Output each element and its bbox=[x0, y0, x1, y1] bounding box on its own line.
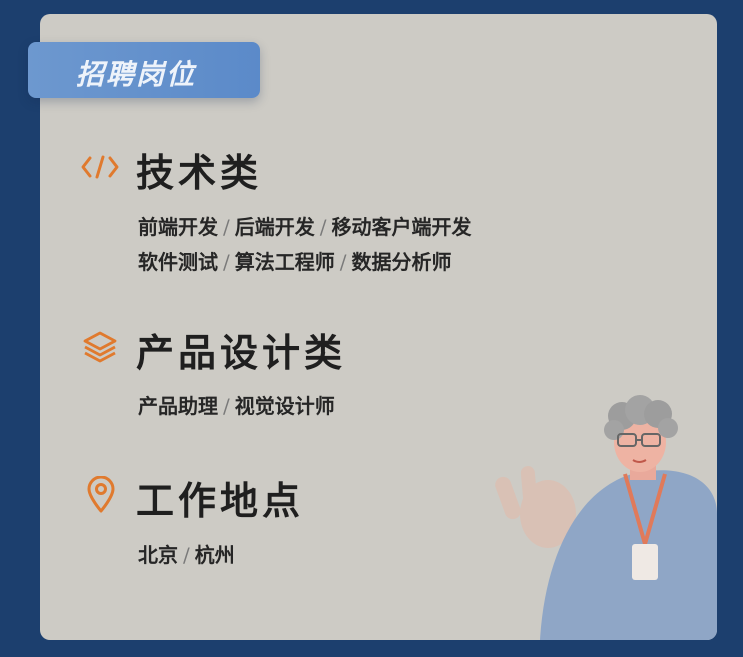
person-illustration bbox=[495, 395, 717, 640]
role-item: 前端开发 bbox=[138, 215, 218, 239]
separator: / bbox=[223, 394, 230, 418]
role-item: 后端开发 bbox=[234, 215, 315, 239]
role-item: 产品助理 bbox=[138, 394, 218, 418]
role-item: 算法工程师 bbox=[234, 250, 335, 274]
separator: / bbox=[319, 215, 327, 239]
tech-roles-line-2: 软件测试 / 算法工程师 / 数据分析师 bbox=[138, 246, 452, 275]
role-item: 软件测试 bbox=[138, 250, 218, 274]
layers-icon bbox=[83, 331, 117, 363]
code-icon bbox=[81, 155, 119, 179]
location-item: 北京 bbox=[138, 543, 178, 567]
location-line: 北京 / 杭州 bbox=[138, 539, 235, 568]
role-item: 移动客户端开发 bbox=[331, 215, 472, 239]
section-title-tech: 技术类 bbox=[136, 150, 263, 195]
tag-label: 招聘岗位 bbox=[76, 58, 197, 91]
section-title-work-location: 工作地点 bbox=[136, 478, 305, 523]
separator: / bbox=[339, 250, 347, 274]
location-pin-icon bbox=[87, 476, 115, 513]
tech-roles-line-1: 前端开发 / 后端开发 / 移动客户端开发 bbox=[138, 211, 472, 240]
separator: / bbox=[183, 543, 190, 567]
recruitment-card bbox=[40, 14, 717, 640]
role-item: 视觉设计师 bbox=[234, 394, 335, 418]
product-roles-line: 产品助理 / 视觉设计师 bbox=[138, 390, 335, 419]
separator: / bbox=[223, 250, 230, 274]
recruitment-tag: 招聘岗位 bbox=[28, 42, 260, 98]
section-title-product-design: 产品设计类 bbox=[136, 330, 347, 375]
role-item: 数据分析师 bbox=[351, 250, 452, 274]
waving-hand-icon bbox=[495, 466, 576, 548]
separator: / bbox=[223, 215, 230, 239]
location-item: 杭州 bbox=[194, 543, 235, 567]
